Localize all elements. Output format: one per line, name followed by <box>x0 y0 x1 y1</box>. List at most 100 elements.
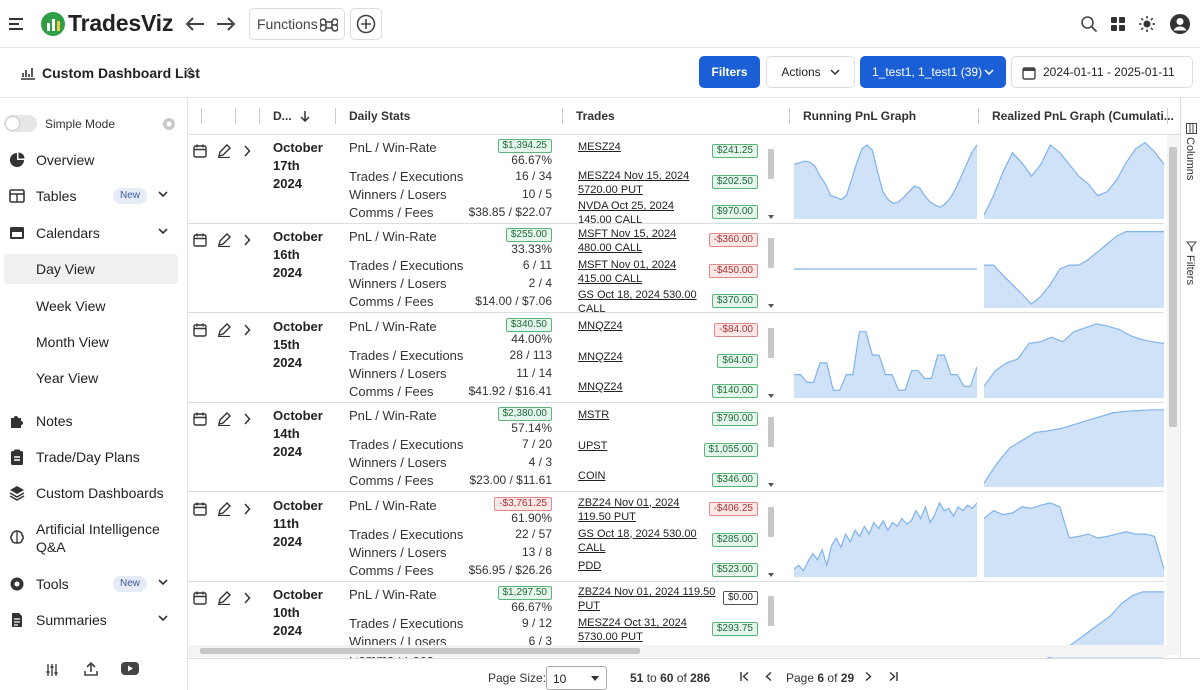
apps-grid-icon[interactable] <box>1106 12 1130 36</box>
trade-link[interactable]: ZBZ24 Nov 01, 2024 119.50 PUT <box>578 586 716 612</box>
trade-link[interactable]: GS Oct 18, 2024 530.00 CALL <box>578 527 697 554</box>
first-page-icon[interactable] <box>740 672 749 681</box>
trade-link[interactable]: GS Oct 18, 2024 530.00 CALL <box>578 289 697 314</box>
column-header-running-pnl[interactable]: Running PnL Graph <box>803 109 917 123</box>
edit-pencil-icon[interactable] <box>217 233 231 248</box>
trade-link[interactable]: NVDA Oct 25, 2024 145.00 CALL <box>578 200 674 224</box>
chevron-right-icon[interactable] <box>243 145 257 159</box>
caret-down-icon[interactable] <box>768 304 774 309</box>
sort-arrow-down-icon[interactable] <box>300 110 310 122</box>
next-page-icon[interactable] <box>865 672 872 681</box>
edit-pencil-icon[interactable] <box>217 591 231 605</box>
chevron-down-icon[interactable] <box>158 579 168 589</box>
calendar-icon[interactable] <box>193 591 207 605</box>
sidebar-item-week-view[interactable]: Week View <box>0 291 188 321</box>
trade-link[interactable]: MSFT Nov 15, 2024 480.00 CALL <box>578 228 677 255</box>
trade-link[interactable]: MNQZ24 <box>578 350 623 363</box>
realized-pnl-graph[interactable] <box>984 403 1164 491</box>
simple-mode-toggle[interactable] <box>4 115 37 132</box>
sun-theme-icon[interactable] <box>1135 12 1159 36</box>
trades-scrollbar[interactable] <box>766 316 776 401</box>
sidebar-item-tables[interactable]: Tables New <box>0 181 188 211</box>
caret-down-icon[interactable] <box>768 393 774 398</box>
column-header-daily-stats[interactable]: Daily Stats <box>349 109 411 123</box>
user-avatar-icon[interactable] <box>1168 12 1192 36</box>
caret-down-icon[interactable] <box>768 572 774 577</box>
chevron-right-icon[interactable] <box>243 324 257 338</box>
filters-button[interactable]: Filters <box>699 56 760 88</box>
gear-icon[interactable] <box>161 116 177 132</box>
sidebar-item-calendars[interactable]: Calendars <box>0 218 188 248</box>
calendar-icon[interactable] <box>193 233 207 248</box>
arrow-left-icon[interactable] <box>183 12 207 36</box>
trades-scrollbar[interactable] <box>766 405 776 490</box>
sidebar-item-summaries[interactable]: Summaries <box>0 605 188 635</box>
sidebar-item-year-view[interactable]: Year View <box>0 363 188 393</box>
trade-link[interactable]: MESZ24 Oct 31, 2024 5730.00 PUT <box>578 617 687 643</box>
filter-icon[interactable] <box>1186 241 1197 252</box>
caret-down-icon[interactable] <box>768 483 774 488</box>
vertical-scrollbar[interactable] <box>1167 135 1179 655</box>
edit-pencil-icon[interactable] <box>217 501 231 516</box>
add-button[interactable] <box>350 8 382 40</box>
calendar-icon[interactable] <box>193 144 207 158</box>
running-pnl-graph[interactable] <box>794 314 977 402</box>
filters-tab[interactable]: Filters <box>1184 255 1196 285</box>
trades-scrollbar[interactable] <box>766 495 776 580</box>
columns-tab[interactable]: Columns <box>1184 137 1196 181</box>
actions-dropdown[interactable]: Actions <box>766 56 855 88</box>
running-pnl-graph[interactable] <box>794 135 977 223</box>
columns-icon[interactable] <box>1186 123 1197 134</box>
trade-link[interactable]: MSFT Nov 01, 2024 415.00 CALL <box>578 259 677 286</box>
trade-link[interactable]: PDD <box>578 559 602 572</box>
chevron-right-icon[interactable] <box>243 592 257 606</box>
app-name[interactable]: TradesViz <box>68 10 174 36</box>
chevron-down-icon[interactable] <box>158 191 168 201</box>
calendar-icon[interactable] <box>193 412 207 426</box>
trade-link[interactable]: COIN <box>578 470 606 483</box>
functions-button[interactable]: Functions <box>249 8 345 40</box>
chevron-right-icon[interactable] <box>243 503 257 517</box>
trade-link[interactable]: MNQZ24 <box>578 380 623 393</box>
chevron-down-icon[interactable] <box>158 228 168 238</box>
edit-pencil-icon[interactable] <box>217 144 231 158</box>
search-icon[interactable] <box>1077 12 1101 36</box>
trade-link[interactable]: MESZ24 Nov 15, 2024 5720.00 PUT <box>578 170 690 196</box>
account-selector[interactable]: 1_test1, 1_test1 (39) <box>860 56 1006 88</box>
sidebar-item-month-view[interactable]: Month View <box>0 327 188 357</box>
sidebar-item-trade-day-plans[interactable]: Trade/Day Plans <box>0 442 188 472</box>
horizontal-scrollbar[interactable] <box>188 645 1168 657</box>
upload-icon[interactable] <box>83 661 99 677</box>
realized-pnl-graph[interactable] <box>984 135 1164 223</box>
running-pnl-graph[interactable] <box>794 493 977 581</box>
arrow-right-icon[interactable] <box>214 12 238 36</box>
last-page-icon[interactable] <box>889 672 898 681</box>
edit-pencil-icon[interactable] <box>217 322 231 337</box>
chevron-right-icon[interactable] <box>243 234 257 248</box>
realized-pnl-graph[interactable] <box>984 493 1164 581</box>
running-pnl-graph[interactable] <box>794 224 977 312</box>
caret-down-icon[interactable] <box>768 215 774 219</box>
calendar-icon[interactable] <box>193 323 207 337</box>
column-header-trades[interactable]: Trades <box>576 109 615 123</box>
youtube-icon[interactable] <box>121 662 139 675</box>
sliders-icon[interactable] <box>45 663 59 677</box>
realized-pnl-graph[interactable] <box>984 314 1164 402</box>
trade-link[interactable]: MESZ24 <box>578 141 621 153</box>
chevron-down-icon[interactable] <box>158 615 168 625</box>
chevron-right-icon[interactable] <box>243 413 257 427</box>
trade-link[interactable]: MNQZ24 <box>578 319 623 332</box>
sidebar-item-notes[interactable]: Notes <box>0 406 188 436</box>
trade-link[interactable]: MSTR <box>578 409 610 422</box>
realized-pnl-graph[interactable] <box>984 224 1164 312</box>
column-header-date[interactable]: D... <box>273 109 292 123</box>
sidebar-item-day-view[interactable]: Day View <box>4 254 178 284</box>
page-size-select[interactable]: 10 <box>546 666 607 690</box>
sidebar-item-custom-dashboards[interactable]: Custom Dashboards <box>0 478 188 508</box>
sort-updown-icon[interactable] <box>186 67 194 79</box>
edit-pencil-icon[interactable] <box>217 412 231 427</box>
running-pnl-graph[interactable] <box>794 403 977 491</box>
prev-page-icon[interactable] <box>765 672 772 681</box>
dashboard-list-title[interactable]: Custom Dashboard List <box>42 65 200 81</box>
sidebar-item-tools[interactable]: Tools New <box>0 569 188 599</box>
